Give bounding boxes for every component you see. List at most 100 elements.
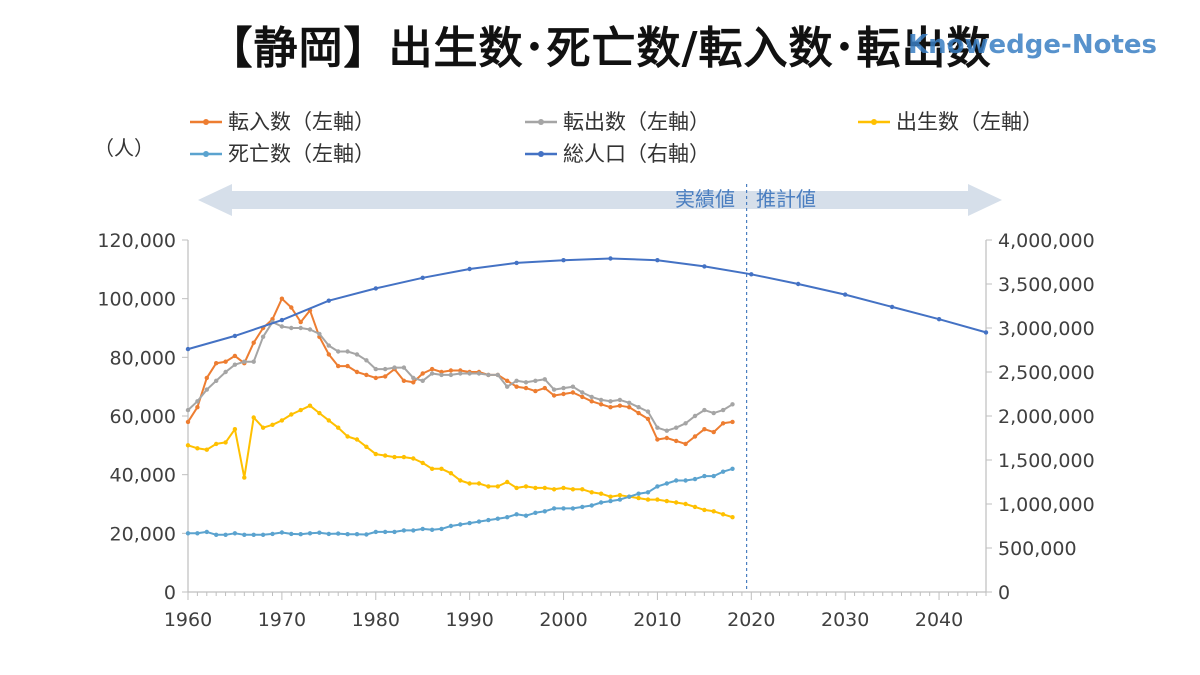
data-point <box>664 435 669 441</box>
data-point <box>655 497 660 502</box>
data-point <box>702 473 707 479</box>
series-1 <box>185 319 735 433</box>
axes: 0 20,000 40,000 60,000 80,000 100,000 120,000 0… <box>97 184 1095 631</box>
data-point <box>702 507 707 513</box>
data-point <box>514 260 519 266</box>
data-point <box>289 412 294 417</box>
data-point <box>383 453 388 458</box>
right-tick-label: 2,000,000 <box>998 406 1095 428</box>
data-point <box>636 491 641 496</box>
legend-item-deaths: 死亡数（左軸） <box>190 142 375 166</box>
data-point <box>251 532 256 537</box>
left-tick-label: 60,000 <box>110 406 176 428</box>
data-point <box>561 391 566 397</box>
data-point <box>298 319 303 325</box>
data-point <box>185 443 191 448</box>
data-point <box>214 378 219 383</box>
data-point <box>204 447 209 452</box>
data-point <box>589 399 594 404</box>
data-point <box>223 359 228 364</box>
data-point <box>476 481 482 486</box>
data-point <box>589 490 594 495</box>
data-point <box>533 378 538 383</box>
series-0 <box>185 296 735 447</box>
data-point <box>664 498 669 504</box>
data-point <box>598 500 604 505</box>
series-line <box>187 404 733 519</box>
data-point <box>636 410 641 416</box>
data-point <box>326 418 331 423</box>
data-point <box>204 529 209 535</box>
data-point <box>720 512 726 517</box>
data-point <box>514 384 519 389</box>
data-point <box>486 484 491 489</box>
data-point <box>392 365 397 370</box>
legend-item-inflow: 転入数（左軸） <box>190 110 375 134</box>
data-point <box>683 501 688 507</box>
data-point <box>533 510 538 515</box>
chart-title: 【静岡】出生数･死亡数/転入数･転出数 <box>208 23 992 74</box>
data-point <box>204 375 209 381</box>
data-point <box>429 466 435 471</box>
data-point <box>364 372 369 378</box>
data-point <box>617 403 623 408</box>
data-point <box>411 375 416 381</box>
data-point <box>307 531 313 536</box>
data-point <box>270 531 275 537</box>
data-point <box>533 388 538 394</box>
data-point <box>298 532 303 537</box>
data-point <box>711 473 716 479</box>
data-point <box>298 407 303 413</box>
data-point <box>495 484 500 489</box>
data-point <box>458 478 463 483</box>
data-point <box>636 495 641 501</box>
data-point <box>317 331 322 337</box>
data-point <box>655 484 660 489</box>
data-point <box>279 317 285 323</box>
data-point <box>467 520 472 526</box>
data-point <box>664 481 669 486</box>
data-point <box>720 407 726 413</box>
legend-label-deaths: 死亡数（左軸） <box>228 142 375 166</box>
data-point <box>936 317 942 322</box>
data-point <box>383 366 388 372</box>
x-tick-label: 2020 <box>727 609 775 631</box>
data-point <box>645 490 651 495</box>
x-tick-label: 2040 <box>915 609 963 631</box>
data-point <box>429 527 435 532</box>
legend-label-births: 出生数（左軸） <box>896 110 1043 134</box>
data-point <box>627 400 632 405</box>
right-tick-label: 1,000,000 <box>998 494 1095 516</box>
x-tick-label: 1970 <box>258 609 306 631</box>
data-point <box>195 531 200 536</box>
data-point <box>279 418 285 423</box>
data-point <box>373 286 378 291</box>
data-point <box>570 487 576 492</box>
data-point <box>354 369 360 375</box>
data-point <box>570 390 576 395</box>
data-point <box>242 532 247 537</box>
data-point <box>232 531 238 536</box>
right-tick-label: 2,500,000 <box>998 362 1095 384</box>
data-point <box>317 410 322 416</box>
data-point <box>889 304 895 310</box>
data-point <box>467 371 472 376</box>
x-tick-label: 2010 <box>633 609 681 631</box>
data-point <box>495 516 500 521</box>
data-point <box>523 484 529 489</box>
x-tick-label: 1990 <box>445 609 493 631</box>
data-point <box>185 346 191 352</box>
data-point <box>702 427 707 432</box>
data-point <box>598 397 604 403</box>
left-tick-label: 120,000 <box>97 230 176 252</box>
data-point <box>401 454 407 460</box>
data-point <box>223 440 228 445</box>
data-point <box>542 377 547 382</box>
data-point <box>373 366 378 372</box>
data-point <box>354 352 360 357</box>
data-point <box>645 416 651 422</box>
data-point <box>561 485 566 491</box>
data-point <box>505 515 510 520</box>
data-point <box>551 393 557 398</box>
data-point <box>279 530 285 535</box>
